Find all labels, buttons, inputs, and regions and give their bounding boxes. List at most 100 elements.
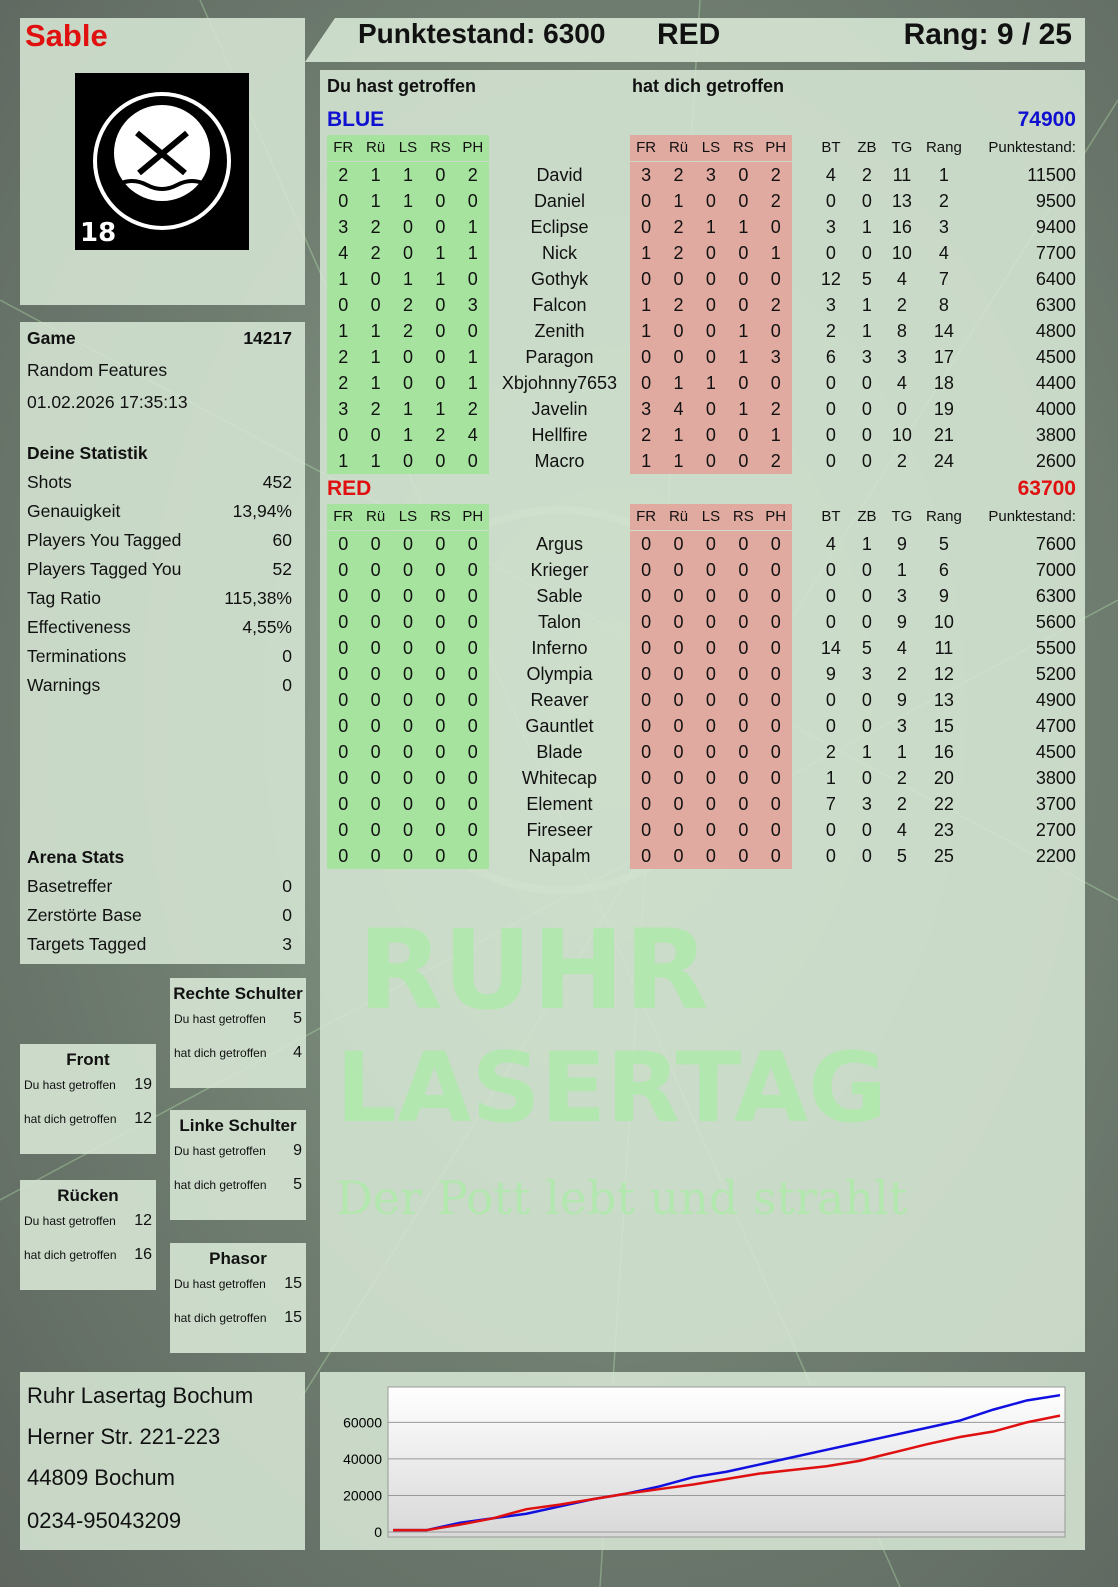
stat-cell: 2: [662, 240, 695, 266]
stat-cell: 1: [359, 188, 392, 214]
stat-cell: 10: [891, 243, 912, 263]
stat-value: 115,38%: [224, 588, 292, 608]
stat-cell: 0: [727, 188, 760, 214]
stat-cell: 3: [629, 396, 663, 422]
stat-cell: 1: [861, 217, 872, 237]
stat-cell: 0: [759, 370, 792, 396]
zone-title: Front: [66, 1050, 110, 1069]
column-header: PH: [456, 504, 489, 530]
stat-cell: 0: [629, 765, 663, 791]
stat-cell: 0: [662, 609, 695, 635]
stat-cell: 4700: [1035, 716, 1076, 736]
stat-cell: 0: [391, 557, 425, 583]
stat-cell: 1: [359, 370, 392, 396]
stat-cell: 4000: [1035, 399, 1076, 419]
stat-cell: 0: [327, 687, 360, 713]
stat-cell: 0: [662, 843, 695, 869]
watermark-ruhr: RUHR: [358, 906, 709, 1034]
stat-cell: 0: [759, 765, 792, 791]
spacer: [792, 240, 812, 266]
stat-cell: 1: [456, 214, 489, 240]
stat-cell: 7: [938, 269, 949, 289]
stat-cell: 0: [727, 713, 760, 739]
zone-title: Linke Schulter: [179, 1116, 297, 1135]
stat-cell: 2: [759, 448, 792, 474]
stat-cell: 4: [327, 240, 360, 266]
column-header: RS: [424, 135, 457, 161]
stat-cell: 0: [424, 739, 457, 765]
stat-cell: 0: [327, 843, 360, 869]
stat-cell: 2: [327, 344, 360, 370]
team-score: 74900: [1017, 108, 1076, 131]
column-header: Rü: [359, 135, 392, 161]
stat-cell: 0: [727, 661, 760, 687]
stat-cell: 0: [327, 817, 360, 843]
stat-cell: 2600: [1035, 451, 1076, 471]
stat-cell: 0: [662, 635, 695, 661]
stat-cell: 0: [359, 557, 392, 583]
stat-cell: 0: [759, 791, 792, 817]
stat-cell: 2: [759, 188, 792, 214]
zone-hit-value: 12: [134, 1212, 152, 1229]
spacer: [792, 583, 812, 609]
stat-cell: 0: [727, 422, 760, 448]
table-row: 3 2 0 0 1 Eclipse 0 2 1 1 0 3 1 16 3 9400: [327, 214, 1076, 240]
stat-cell: 1: [861, 742, 872, 762]
stat-cell: 1: [359, 318, 392, 344]
stat-cell: 9: [938, 586, 949, 606]
stat-cell: 0: [391, 765, 425, 791]
stat-cell: 0: [391, 635, 425, 661]
plot-area: [387, 1386, 1066, 1538]
spacer: [792, 713, 812, 739]
column-header: [792, 504, 812, 530]
zone-hit-value: 15: [284, 1275, 302, 1292]
game-label: Game: [27, 328, 76, 348]
team-name: RED: [327, 477, 372, 500]
stat-cell: 5: [896, 846, 907, 866]
stat-cell: 22: [933, 794, 954, 814]
stat-cell: 1: [861, 295, 872, 315]
stat-cell: 0: [391, 661, 425, 687]
stat-cell: 0: [424, 188, 457, 214]
stat-cell: 1: [391, 266, 425, 292]
address-panel: [20, 1372, 305, 1550]
column-header: RS: [424, 504, 457, 530]
stat-cell: 1: [727, 318, 760, 344]
stat-cell: 2: [759, 162, 792, 188]
player-name-cell: Gothyk: [530, 269, 588, 289]
player-name-cell: Blade: [536, 742, 583, 762]
team-name: BLUE: [327, 108, 385, 131]
stat-cell: 7600: [1035, 534, 1076, 554]
stat-cell: 3: [861, 347, 872, 367]
table-row: 0 0 0 0 0 Blade 0 0 0 0 0 2 1 1 16 4500: [327, 739, 1076, 765]
zone-hit-label: Du hast getroffen: [174, 1012, 266, 1026]
player-name-cell: Gauntlet: [525, 716, 594, 736]
stat-cell: 1: [861, 534, 872, 554]
stat-cell: 6300: [1035, 295, 1076, 315]
stat-cell: 16: [933, 742, 954, 762]
stat-cell: 1: [629, 448, 663, 474]
stat-cell: 4: [825, 534, 836, 554]
address-city: 44809 Bochum: [27, 1465, 175, 1490]
stat-cell: 0: [359, 791, 392, 817]
stat-cell: 2: [327, 370, 360, 396]
stat-cell: 0: [759, 635, 792, 661]
stat-cell: 0: [629, 266, 663, 292]
stat-cell: 0: [629, 687, 663, 713]
stat-cell: 9: [825, 664, 836, 684]
column-header: Rang: [925, 508, 962, 525]
stat-cell: 5: [861, 638, 872, 658]
stat-cell: 0: [759, 609, 792, 635]
spacer: [792, 266, 812, 292]
column-header: Rü: [662, 135, 695, 161]
stat-cell: 5600: [1035, 612, 1076, 632]
stat-cell: 3: [896, 716, 907, 736]
stat-cell: 0: [861, 191, 872, 211]
stat-cell: 0: [861, 451, 872, 471]
arena-value: 0: [282, 876, 292, 896]
column-header: PH: [456, 135, 489, 161]
stat-cell: 8: [938, 295, 949, 315]
stat-cell: 0: [424, 344, 457, 370]
game-mode: Random Features: [27, 360, 168, 380]
score-chart: 0 20000 40000 60000: [343, 1386, 1066, 1540]
